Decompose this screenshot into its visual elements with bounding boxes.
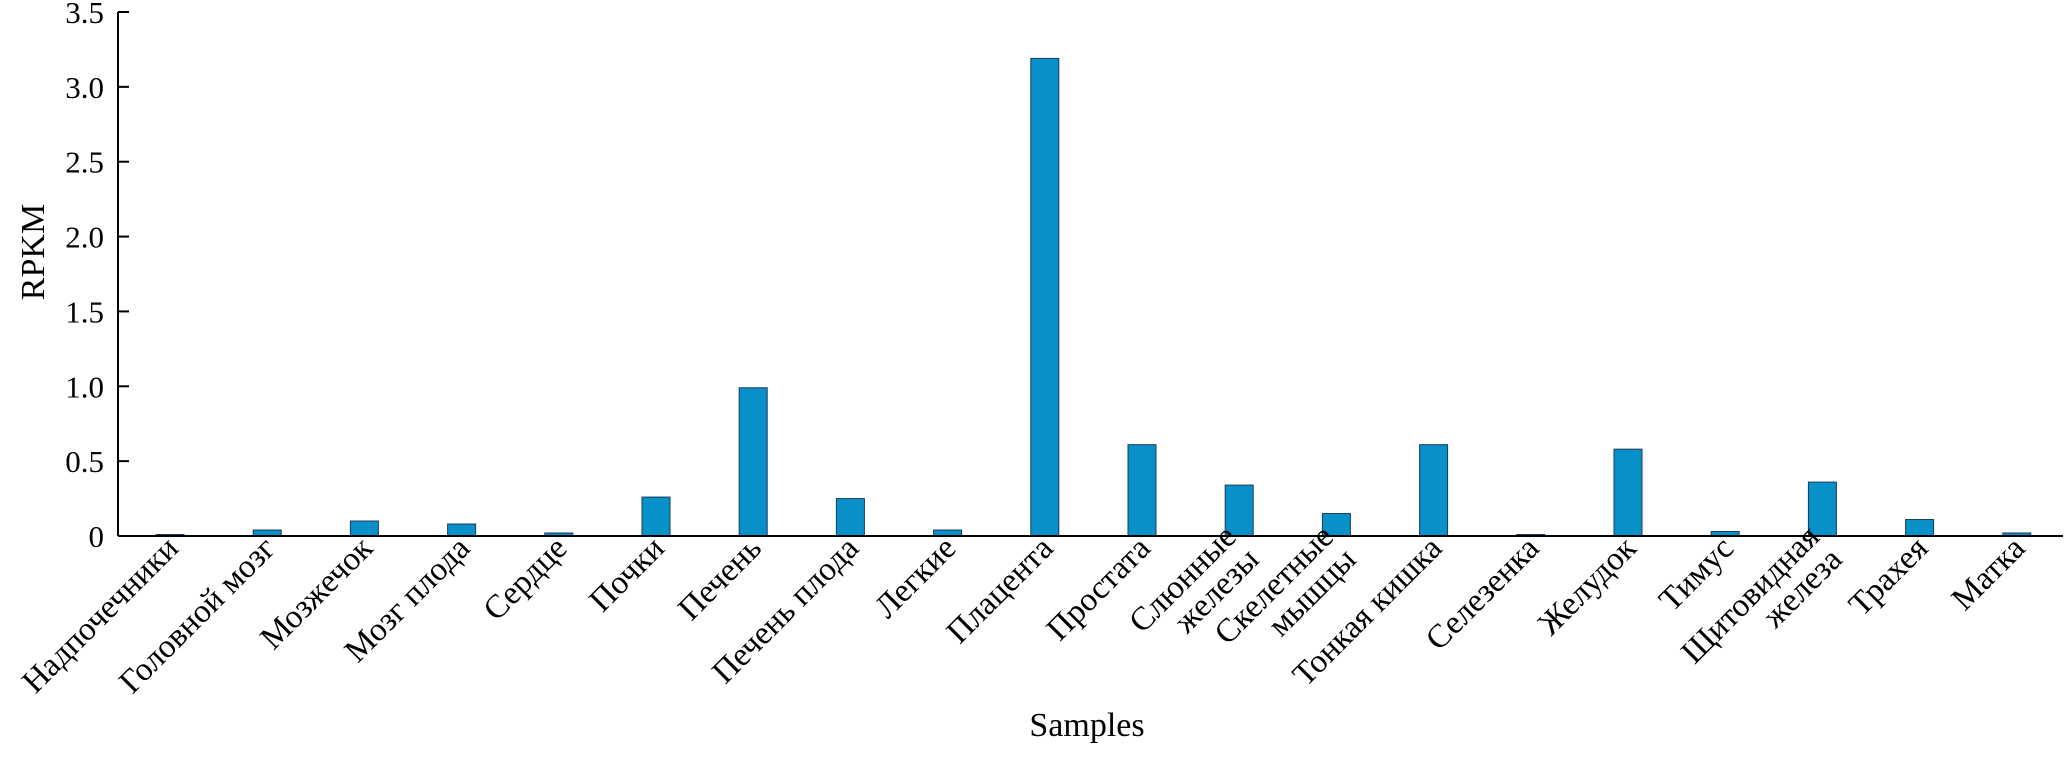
bar (1030, 57, 1060, 537)
x-category-label: Почки (583, 530, 672, 619)
x-category-label: Плацента (940, 530, 1061, 651)
x-category-label: Матка (1945, 530, 2033, 618)
bar (738, 387, 768, 537)
x-category-label: Печень (672, 530, 769, 627)
bar (641, 496, 671, 537)
x-category-label: Желудок (1531, 530, 1644, 643)
x-axis-title: Samples (1029, 707, 1144, 744)
y-tick-label: 2.0 (65, 220, 104, 255)
bars-group (155, 57, 2032, 537)
y-tick-label: 0 (89, 519, 105, 554)
x-category-label: Трахея (1842, 530, 1935, 623)
y-ticks-group: 0 0.5 1.0 1.5 2.0 2.5 3.0 3.5 (65, 0, 129, 554)
bar (1419, 444, 1449, 537)
bar (1224, 484, 1254, 537)
axes-group (117, 12, 2063, 537)
bar (1613, 448, 1643, 537)
y-tick-label: 0.5 (65, 444, 104, 479)
bar (1807, 481, 1837, 537)
y-tick-label: 3.5 (65, 0, 104, 30)
y-tick-label: 1.0 (65, 369, 104, 404)
y-tick-label: 2.5 (65, 145, 104, 180)
x-category-label: Сердце (477, 530, 575, 628)
x-category-label: Легкие (868, 530, 963, 625)
y-axis-title: RPKM (15, 204, 52, 300)
y-tick-label: 3.0 (65, 70, 104, 105)
y-tick-label: 1.5 (65, 294, 104, 329)
bar (1127, 444, 1157, 537)
